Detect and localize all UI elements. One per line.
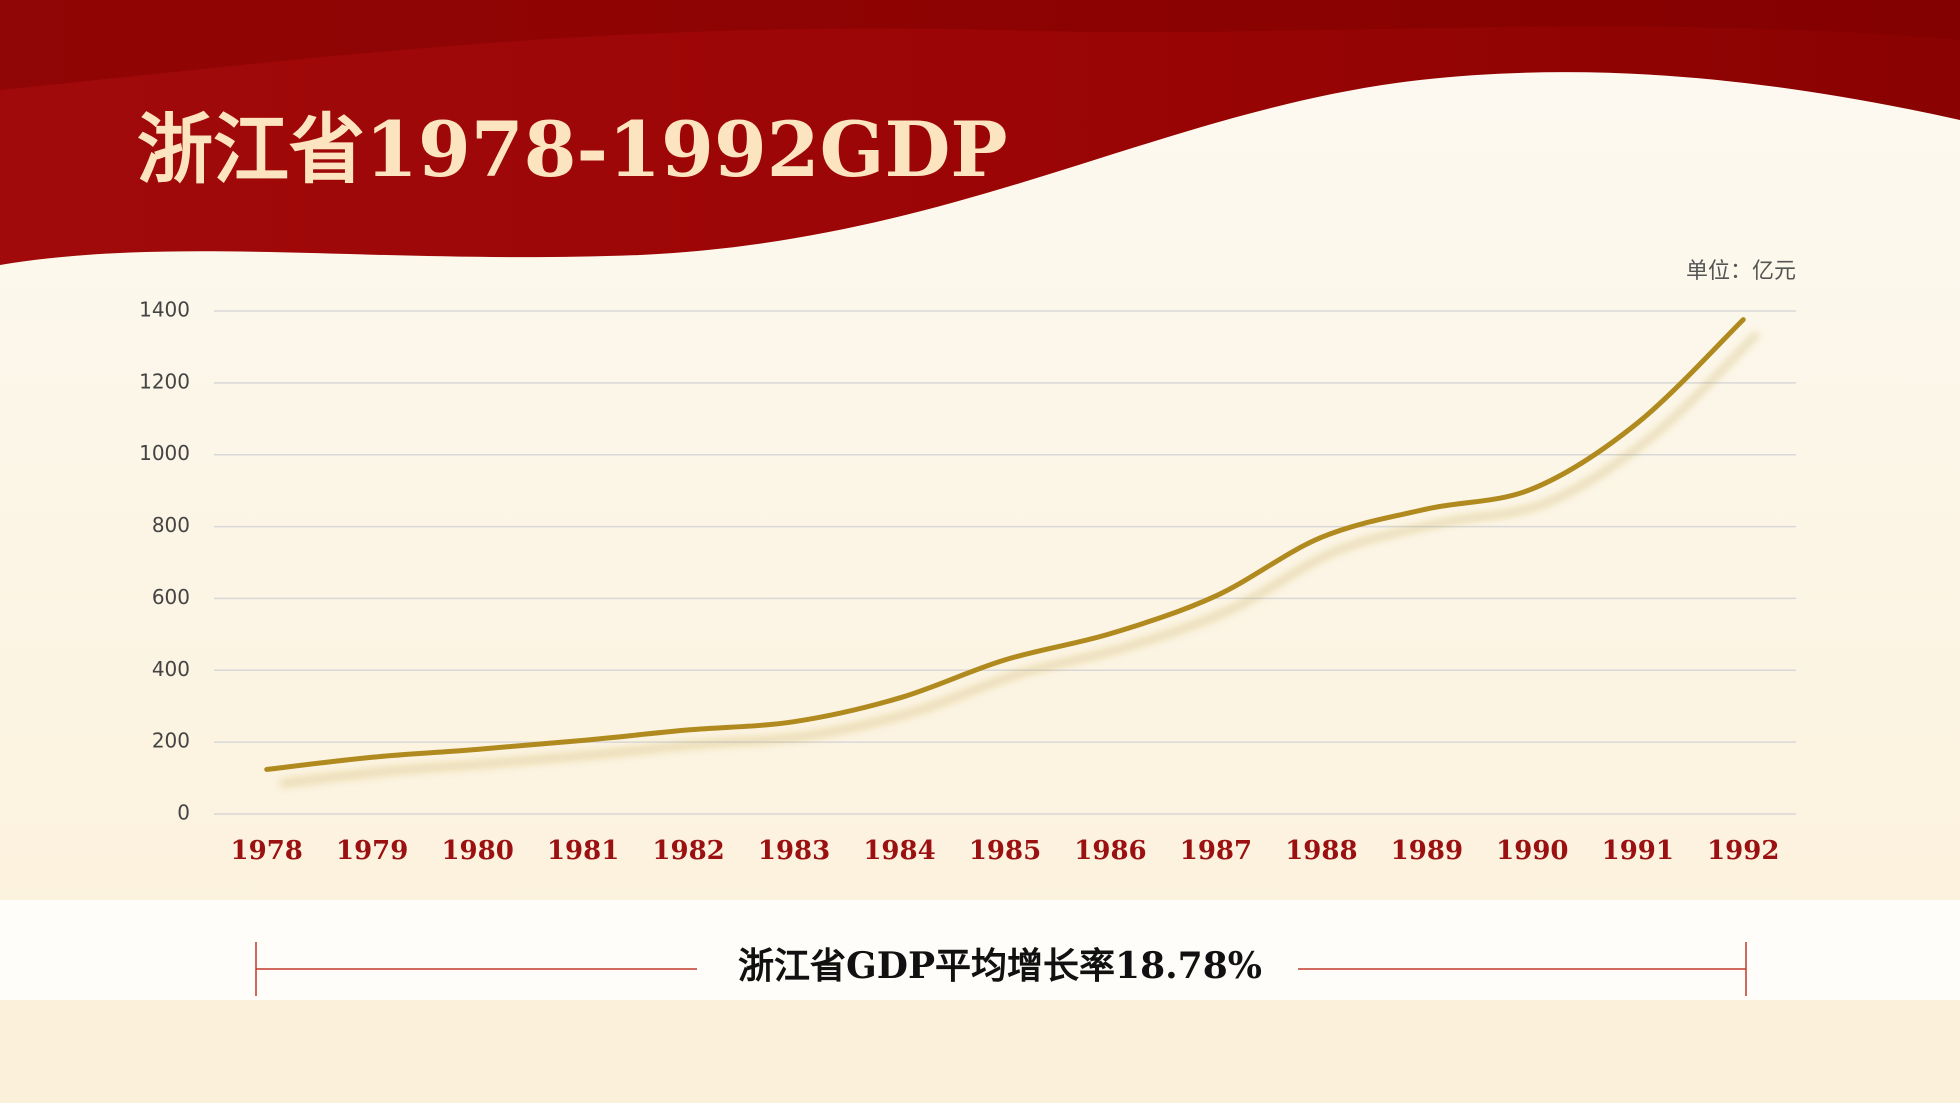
y-tick-label: 1000 bbox=[139, 441, 190, 465]
annotation: 浙江省GDP平均增长率18.78% bbox=[738, 945, 1262, 987]
annotation-band bbox=[0, 900, 1960, 1000]
y-tick-label: 400 bbox=[152, 657, 190, 681]
y-tick-label: 0 bbox=[177, 801, 190, 825]
line-shadow bbox=[280, 331, 1760, 787]
x-tick-label: 1989 bbox=[1391, 836, 1463, 866]
x-tick-label: 1987 bbox=[1180, 836, 1252, 866]
y-tick-label: 800 bbox=[152, 513, 190, 537]
y-tick-label: 1400 bbox=[139, 298, 190, 322]
x-tick-label: 1986 bbox=[1074, 836, 1146, 866]
x-tick-label: 1991 bbox=[1602, 836, 1674, 866]
y-tick-label: 200 bbox=[152, 729, 190, 753]
x-tick-label: 1979 bbox=[336, 836, 408, 866]
x-tick-label: 1984 bbox=[863, 836, 935, 866]
x-tick-label: 1981 bbox=[547, 836, 619, 866]
x-tick-label: 1982 bbox=[652, 836, 724, 866]
x-tick-label: 1988 bbox=[1285, 836, 1357, 866]
banner-shade bbox=[0, 0, 1960, 90]
chart-title: 浙江省1978-1992GDP bbox=[137, 105, 1008, 194]
x-tick-label: 1985 bbox=[969, 836, 1041, 866]
y-tick-label: 1200 bbox=[139, 369, 190, 393]
line bbox=[264, 317, 1746, 772]
y-tick-label: 600 bbox=[152, 585, 190, 609]
x-tick-label: 1980 bbox=[441, 836, 513, 866]
x-tick-label: 1978 bbox=[231, 836, 303, 866]
x-tick-label: 1983 bbox=[758, 836, 830, 866]
x-tick-label: 1990 bbox=[1496, 836, 1568, 866]
unit-label: 单位：亿元 bbox=[1686, 259, 1796, 284]
x-tick-label: 1992 bbox=[1707, 836, 1779, 866]
red-banner bbox=[0, 0, 1960, 265]
